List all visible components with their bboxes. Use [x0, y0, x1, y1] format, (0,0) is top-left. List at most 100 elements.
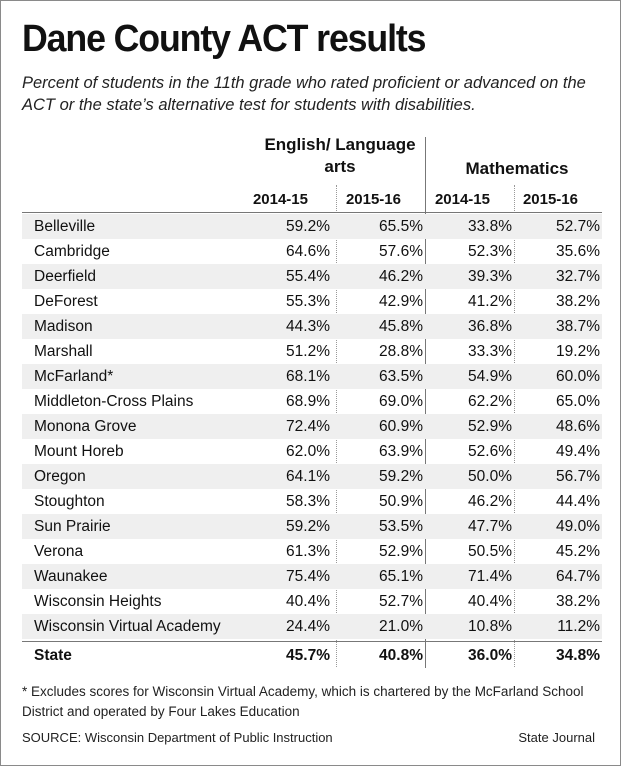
math-2014-15: 36.8% — [468, 318, 512, 335]
math-2015-16: 49.0% — [556, 518, 600, 535]
english-2015-16: 60.9% — [379, 418, 423, 435]
table-row: Waunakee 75.4% 65.1% 71.4% 64.7% — [22, 564, 602, 589]
district-name: Cambridge — [34, 243, 110, 260]
english-2015-16: 59.2% — [379, 468, 423, 485]
math-2014-15: 50.0% — [468, 468, 512, 485]
english-2015-16: 57.6% — [379, 243, 423, 260]
math-2015-16: 11.2% — [557, 618, 600, 635]
math-2014-15: 33.8% — [468, 218, 512, 235]
english-2014-15: 58.3% — [286, 493, 330, 510]
math-group-header: Mathematics — [465, 159, 569, 178]
table-row: Sun Prairie 59.2% 53.5% 47.7% 49.0% — [22, 514, 602, 539]
math-2014-15: 52.6% — [468, 443, 512, 460]
math-2015-16: 35.6% — [556, 243, 600, 260]
english-2015-16: 28.8% — [379, 343, 423, 360]
english-2015-16: 42.9% — [379, 293, 423, 310]
district-name: McFarland* — [34, 368, 114, 385]
english-2014-15: 44.3% — [286, 318, 330, 335]
district-name: Oregon — [34, 468, 86, 485]
english-2014-15: 61.3% — [286, 543, 330, 560]
math-2014-15: 52.3% — [468, 243, 512, 260]
district-name: Waunakee — [34, 568, 108, 585]
results-table: Belleville 59.2% 65.5% 33.8% 52.7% Cambridge 6… — [22, 214, 602, 639]
district-name: Mount Horeb — [34, 443, 124, 460]
english-2015-16: 69.0% — [379, 393, 423, 410]
district-name: Deerfield — [34, 268, 97, 285]
state-math-2015-16: 34.8% — [556, 647, 600, 664]
page-title: Dane County ACT results — [22, 18, 427, 60]
english-2014-15: 40.4% — [286, 593, 330, 610]
table-row: Stoughton 58.3% 50.9% 46.2% 44.4% — [22, 489, 602, 514]
source-note: SOURCE: Wisconsin Department of Public I… — [22, 730, 333, 745]
english-2015-16: 63.9% — [379, 443, 423, 460]
english-2015-16: 53.5% — [379, 518, 423, 535]
table-row: DeForest 55.3% 42.9% 41.2% 38.2% — [22, 289, 602, 314]
math-2015-16: 52.7% — [556, 218, 600, 235]
english-2014-15: 55.3% — [286, 293, 330, 310]
math-2015-16: 38.2% — [556, 593, 600, 610]
english-2014-15: 62.0% — [286, 443, 330, 460]
district-name: DeForest — [34, 293, 98, 310]
table-row: Oregon 64.1% 59.2% 50.0% 56.7% — [22, 464, 602, 489]
math-2015-16: 32.7% — [556, 268, 600, 285]
state-row: State 45.7% 40.8% 36.0% 34.8% — [22, 643, 602, 668]
math-2015-16: 56.7% — [556, 468, 600, 485]
district-name: Madison — [34, 318, 93, 335]
english-2015-16: 46.2% — [379, 268, 423, 285]
table-row: Marshall 51.2% 28.8% 33.3% 19.2% — [22, 339, 602, 364]
table-row: Deerfield 55.4% 46.2% 39.3% 32.7% — [22, 264, 602, 289]
math-2014-15: 33.3% — [468, 343, 512, 360]
district-name: Stoughton — [34, 493, 105, 510]
math-2014-15: 41.2% — [468, 293, 512, 310]
math-2015-16: 64.7% — [556, 568, 600, 585]
english-2014-15: 68.1% — [286, 368, 330, 385]
english-2014-15: 55.4% — [286, 268, 330, 285]
math-2014-15: 50.5% — [468, 543, 512, 560]
english-2014-15: 59.2% — [286, 218, 330, 235]
credit: State Journal — [518, 730, 595, 745]
district-name: Verona — [34, 543, 84, 560]
year-header-math-2: 2015-16 — [522, 191, 578, 208]
state-english-2015-16: 40.8% — [379, 647, 423, 664]
math-2015-16: 65.0% — [556, 393, 600, 410]
math-2014-15: 40.4% — [468, 593, 512, 610]
math-2015-16: 19.2% — [556, 343, 600, 360]
group-divider — [425, 137, 426, 668]
subtitle: Percent of students in the 11th grade wh… — [22, 74, 586, 114]
english-2014-15: 64.6% — [286, 243, 330, 260]
english-2015-16: 65.1% — [379, 568, 423, 585]
english-2014-15: 59.2% — [286, 518, 330, 535]
english-2015-16: 63.5% — [379, 368, 423, 385]
english-2014-15: 72.4% — [286, 418, 330, 435]
table-row: McFarland* 68.1% 63.5% 54.9% 60.0% — [22, 364, 602, 389]
math-2015-16: 45.2% — [556, 543, 600, 560]
math-2015-16: 38.7% — [556, 318, 600, 335]
math-2014-15: 46.2% — [468, 493, 512, 510]
english-2014-15: 64.1% — [286, 468, 330, 485]
district-name: Belleville — [34, 218, 96, 235]
math-2014-15: 47.7% — [468, 518, 512, 535]
table-row: Cambridge 64.6% 57.6% 52.3% 35.6% — [22, 239, 602, 264]
district-name: Marshall — [34, 343, 93, 360]
english-2015-16: 45.8% — [379, 318, 423, 335]
math-2015-16: 38.2% — [556, 293, 600, 310]
district-name: Sun Prairie — [34, 518, 111, 535]
state-name: State — [34, 647, 72, 664]
english-2015-16: 52.7% — [379, 593, 423, 610]
district-name: Wisconsin Virtual Academy — [34, 618, 221, 635]
year-header-english-1: 2014-15 — [252, 191, 308, 208]
district-name: Wisconsin Heights — [34, 593, 162, 610]
table-row: Monona Grove 72.4% 60.9% 52.9% 48.6% — [22, 414, 602, 439]
table-row: Belleville 59.2% 65.5% 33.8% 52.7% — [22, 214, 602, 239]
year-header-english-2: 2015-16 — [345, 191, 401, 208]
state-english-2014-15: 45.7% — [286, 647, 330, 664]
english-2014-15: 68.9% — [286, 393, 330, 410]
math-2014-15: 39.3% — [468, 268, 512, 285]
english-2015-16: 52.9% — [379, 543, 423, 560]
year-header-math-1: 2014-15 — [434, 191, 490, 208]
english-2015-16: 65.5% — [379, 218, 423, 235]
table-row: Wisconsin Heights 40.4% 52.7% 40.4% 38.2% — [22, 589, 602, 614]
math-2014-15: 71.4% — [468, 568, 512, 585]
math-2014-15: 54.9% — [468, 368, 512, 385]
